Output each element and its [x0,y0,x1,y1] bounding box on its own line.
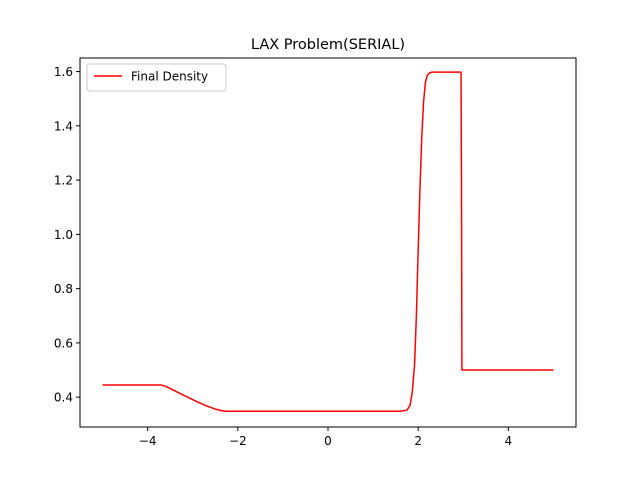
y-tick-label: 1.6 [54,65,73,79]
legend-box [86,63,227,92]
y-tick-label: 0.8 [54,282,73,296]
legend: Final Density [86,63,227,92]
x-tick-label: −2 [229,434,247,448]
y-tick-label: 1.0 [54,228,73,242]
y-tick-label: 1.2 [54,174,73,188]
x-tick-label: 4 [505,434,513,448]
x-tick-label: 2 [414,434,422,448]
y-tick-label: 0.6 [54,336,73,350]
legend-label-final-density: Final Density [131,70,208,84]
chart-title: LAX Problem(SERIAL) [251,37,405,53]
plot-line-layer [102,71,554,413]
y-tick-label: 1.4 [54,119,73,133]
x-tick-label: −4 [139,434,157,448]
y-tick-label: 0.4 [54,391,73,405]
axes-layer: −4 −2 0 2 4 0.4 0.6 0.8 1.0 1.2 1.4 1.6 [54,57,577,448]
x-tick-label: 0 [324,434,332,448]
series-line-0 [102,71,554,413]
